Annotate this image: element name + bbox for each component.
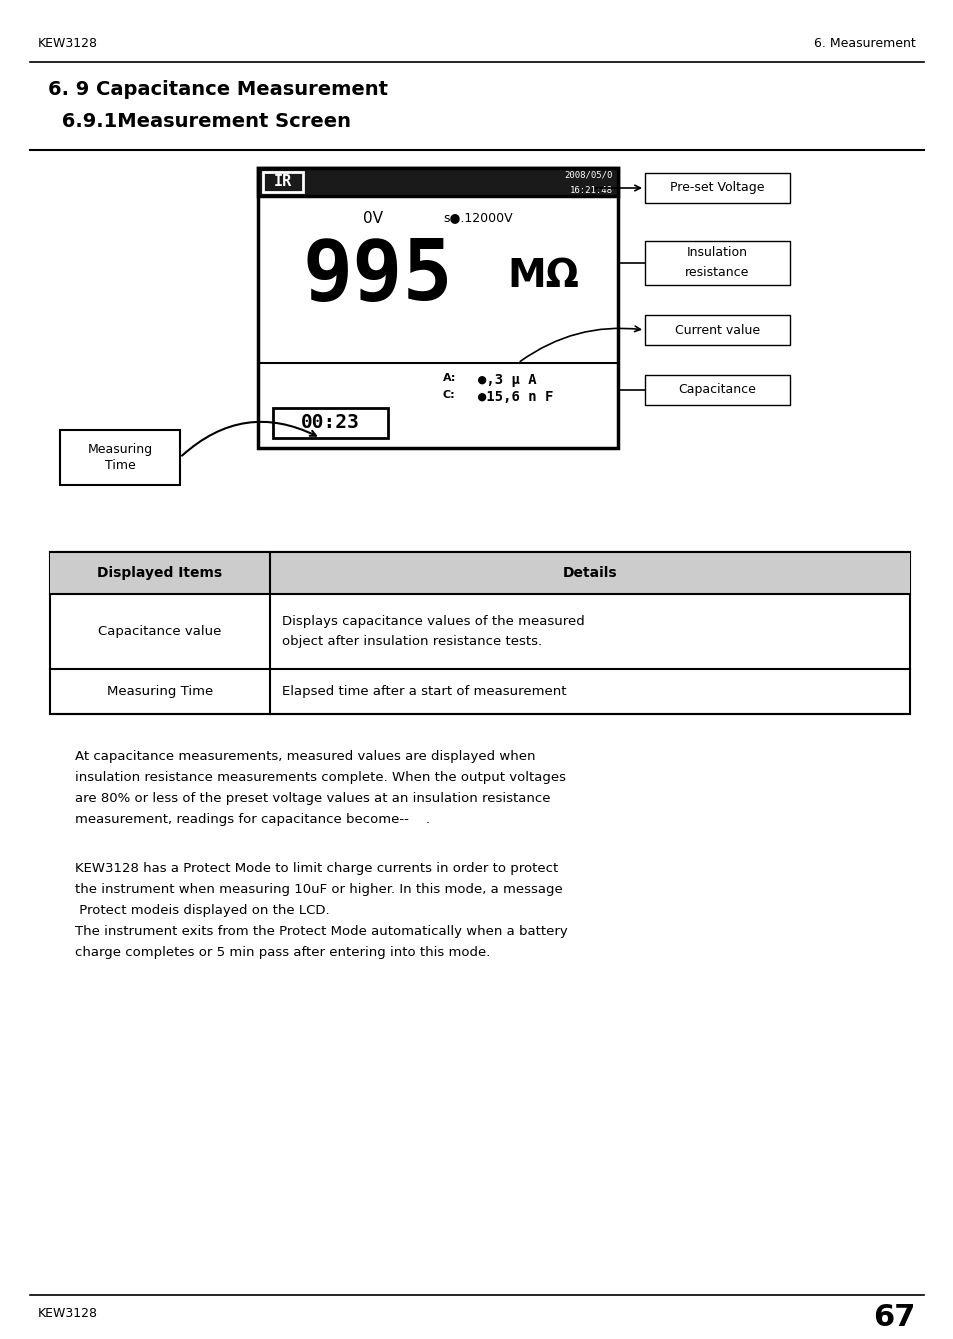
Bar: [257, 167, 618, 195]
Text: Time: Time: [105, 459, 135, 473]
Text: Measuring Time: Measuring Time: [107, 686, 213, 698]
Text: KEW3128: KEW3128: [38, 37, 98, 50]
Bar: [644, 315, 789, 345]
Text: resistance: resistance: [684, 266, 749, 280]
Bar: [644, 173, 789, 204]
Text: ●15,6 n F: ●15,6 n F: [477, 390, 553, 404]
Text: ●,3 μ A: ●,3 μ A: [477, 374, 536, 387]
Text: 995: 995: [302, 236, 453, 316]
Text: Pre-set Voltage: Pre-set Voltage: [670, 182, 764, 194]
Text: 6.9.1Measurement Screen: 6.9.1Measurement Screen: [55, 112, 351, 131]
Bar: [60, 430, 180, 485]
Text: 6. Measurement: 6. Measurement: [814, 37, 915, 50]
Text: KEW3128: KEW3128: [38, 1307, 98, 1320]
Text: KEW3128 has a Protect Mode to limit charge currents in order to protect: KEW3128 has a Protect Mode to limit char…: [75, 862, 558, 874]
Text: Displays capacitance values of the measured: Displays capacitance values of the measu…: [282, 615, 584, 628]
Text: C:: C:: [442, 390, 456, 400]
Text: are 80% or less of the preset voltage values at an insulation resistance: are 80% or less of the preset voltage va…: [75, 791, 550, 805]
Text: 6. 9 Capacitance Measurement: 6. 9 Capacitance Measurement: [48, 80, 388, 99]
Text: object after insulation resistance tests.: object after insulation resistance tests…: [282, 635, 541, 648]
Text: Capacitance: Capacitance: [678, 383, 756, 396]
Text: charge completes or 5 min pass after entering into this mode.: charge completes or 5 min pass after ent…: [75, 945, 490, 959]
Bar: [263, 171, 303, 191]
Text: the instrument when measuring 10uF or higher. In this mode, a message: the instrument when measuring 10uF or hi…: [75, 882, 562, 896]
Bar: [273, 408, 388, 438]
Bar: [50, 552, 909, 714]
Text: s●.12000V: s●.12000V: [443, 212, 513, 224]
Text: Elapsed time after a start of measurement: Elapsed time after a start of measuremen…: [282, 686, 566, 698]
Text: MΩ: MΩ: [507, 257, 578, 295]
Text: IR: IR: [274, 174, 292, 190]
Bar: [644, 375, 789, 404]
Text: 16:21:48: 16:21:48: [569, 186, 613, 195]
Text: measurement, readings for capacitance become--    .: measurement, readings for capacitance be…: [75, 813, 430, 826]
Text: Measuring: Measuring: [88, 443, 152, 457]
Bar: [50, 552, 909, 595]
Text: Details: Details: [562, 566, 617, 580]
Text: 0V: 0V: [363, 212, 382, 226]
Text: 2008/05/0: 2008/05/0: [564, 170, 613, 179]
Text: 00:23: 00:23: [301, 414, 359, 432]
Text: Displayed Items: Displayed Items: [97, 566, 222, 580]
Bar: [644, 241, 789, 285]
Text: The instrument exits from the Protect Mode automatically when a battery: The instrument exits from the Protect Mo…: [75, 925, 567, 939]
Text: insulation resistance measurements complete. When the output voltages: insulation resistance measurements compl…: [75, 771, 565, 785]
Text: Protect modeis displayed on the LCD.: Protect modeis displayed on the LCD.: [75, 904, 330, 917]
Text: At capacitance measurements, measured values are displayed when: At capacitance measurements, measured va…: [75, 750, 535, 763]
Text: A:: A:: [442, 374, 456, 383]
Text: Capacitance value: Capacitance value: [98, 625, 221, 637]
Text: 67: 67: [873, 1303, 915, 1332]
Bar: [257, 167, 618, 449]
Text: Current value: Current value: [674, 324, 760, 336]
Text: Insulation: Insulation: [686, 246, 747, 260]
